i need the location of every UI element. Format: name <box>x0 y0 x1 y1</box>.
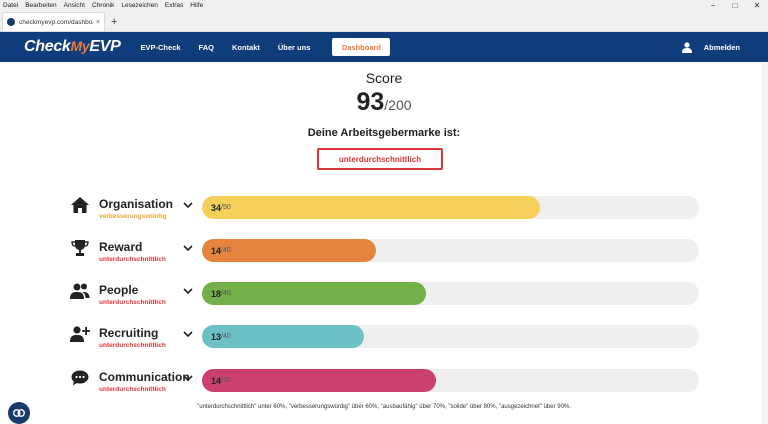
menu-datei[interactable]: Datei <box>3 1 19 9</box>
site-navbar: CheckMyEVP EVP-Check FAQ Kontakt Über un… <box>0 32 768 62</box>
nav-link-kontakt[interactable]: Kontakt <box>231 42 260 52</box>
logo-evp: EVP <box>89 38 121 55</box>
chevron-down-icon[interactable] <box>183 244 193 252</box>
site-logo[interactable]: CheckMyEVP <box>24 38 121 56</box>
category-name: Organisation <box>99 197 174 211</box>
new-tab-button[interactable]: + <box>111 16 118 28</box>
category-name: Recruiting <box>99 326 159 340</box>
menu-hilfe[interactable]: Hilfe <box>190 1 204 9</box>
favicon-icon <box>7 18 15 26</box>
category-row-recruiting: Recruiting unterdurchschnittlich 13/40 <box>70 325 700 355</box>
user-icon <box>681 41 692 53</box>
chat-bubble-icon <box>71 370 89 386</box>
category-status: unterdurchschnittlich <box>99 386 166 393</box>
minimize-button[interactable]: − <box>710 1 716 10</box>
category-score: 13 <box>211 331 222 342</box>
category-max: /50 <box>221 204 231 211</box>
employer-brand-badge: unterdurchschnittlich <box>317 148 443 170</box>
category-max: /40 <box>221 333 231 340</box>
browser-tab[interactable]: checkmyevp.com/dashboard/... × <box>2 12 105 31</box>
logo-check: Check <box>24 38 71 55</box>
logout-area[interactable]: Abmelden <box>681 32 740 62</box>
progress-fill: 34/50 <box>202 196 540 219</box>
employer-brand-label: Deine Arbeitsgebermarke ist: <box>307 127 461 139</box>
category-name: Reward <box>99 240 143 254</box>
chevron-down-icon[interactable] <box>183 330 193 338</box>
category-name: People <box>99 283 139 297</box>
scrollbar[interactable] <box>762 63 768 424</box>
progress-track: 14/40 <box>202 239 699 262</box>
progress-track: 13/40 <box>202 325 699 348</box>
progress-fill: 13/40 <box>202 325 364 348</box>
chevron-down-icon[interactable] <box>183 287 193 295</box>
category-max: /40 <box>221 247 231 254</box>
progress-fill: 18/40 <box>202 282 426 305</box>
menu-lesezeichen[interactable]: Lesezeichen <box>121 1 158 9</box>
maximize-button[interactable]: □ <box>732 1 738 10</box>
menu-bearbeiten[interactable]: Bearbeiten <box>25 1 57 9</box>
category-status: unterdurchschnittlich <box>99 342 166 349</box>
nav-dashboard-button[interactable]: Dashboard <box>332 38 391 56</box>
people-icon <box>70 283 90 299</box>
chevron-down-icon[interactable] <box>183 201 193 209</box>
browser-tabbar: checkmyevp.com/dashboard/... × + <box>0 10 768 32</box>
category-row-reward: Reward unterdurchschnittlich 14/40 <box>70 239 700 269</box>
category-row-organisation: Organisation verbesserungswürdig 34/50 <box>70 196 700 226</box>
progress-fill: 14/30 <box>202 369 436 392</box>
category-max: /40 <box>221 290 231 297</box>
category-score: 34 <box>211 202 222 213</box>
category-name: Communication <box>99 370 190 384</box>
chevron-down-icon[interactable] <box>183 374 193 382</box>
window-controls: − □ ✕ <box>702 0 768 12</box>
logo-my: My <box>70 38 90 54</box>
score-max: /200 <box>384 97 412 113</box>
score-number: 93 <box>356 88 385 116</box>
progress-track: 14/30 <box>202 369 699 392</box>
progress-fill: 14/40 <box>202 239 376 262</box>
nav-link-ueber-uns[interactable]: Über uns <box>277 42 311 52</box>
tab-close-icon[interactable]: × <box>95 18 100 26</box>
tab-title: checkmyevp.com/dashboard/... <box>19 18 93 26</box>
progress-track: 34/50 <box>202 196 699 219</box>
nav-link-evp-check[interactable]: EVP-Check <box>140 42 181 52</box>
category-row-communication: Communication unterdurchschnittlich 14/3… <box>70 369 700 399</box>
category-row-people: People unterdurchschnittlich 18/40 <box>70 282 700 312</box>
progress-track: 18/40 <box>202 282 699 305</box>
score-title: Score <box>365 70 403 86</box>
category-score: 14 <box>211 245 222 256</box>
menu-chronik[interactable]: Chronik <box>91 1 115 9</box>
close-window-button[interactable]: ✕ <box>753 1 761 10</box>
link-icon <box>13 409 25 417</box>
browser-menubar: Datei Bearbeiten Ansicht Chronik Lesezei… <box>0 0 768 10</box>
logout-link[interactable]: Abmelden <box>703 42 740 52</box>
add-user-icon <box>70 326 90 342</box>
rating-footnote: "unterdurchschnittlich" unter 60%, "verb… <box>197 404 571 410</box>
category-score: 18 <box>211 288 222 299</box>
category-status: unterdurchschnittlich <box>99 299 166 306</box>
nav-link-faq[interactable]: FAQ <box>198 42 214 52</box>
trophy-icon <box>71 240 89 256</box>
house-icon <box>71 197 89 213</box>
category-status: verbesserungswürdig <box>99 213 167 220</box>
menu-ansicht[interactable]: Ansicht <box>63 1 85 9</box>
chat-widget-button[interactable] <box>8 402 30 424</box>
score-value: 93/200 <box>0 88 768 117</box>
category-score: 14 <box>211 375 222 386</box>
category-max: /30 <box>221 377 231 384</box>
menu-extras[interactable]: Extras <box>164 1 184 9</box>
category-status: unterdurchschnittlich <box>99 256 166 263</box>
